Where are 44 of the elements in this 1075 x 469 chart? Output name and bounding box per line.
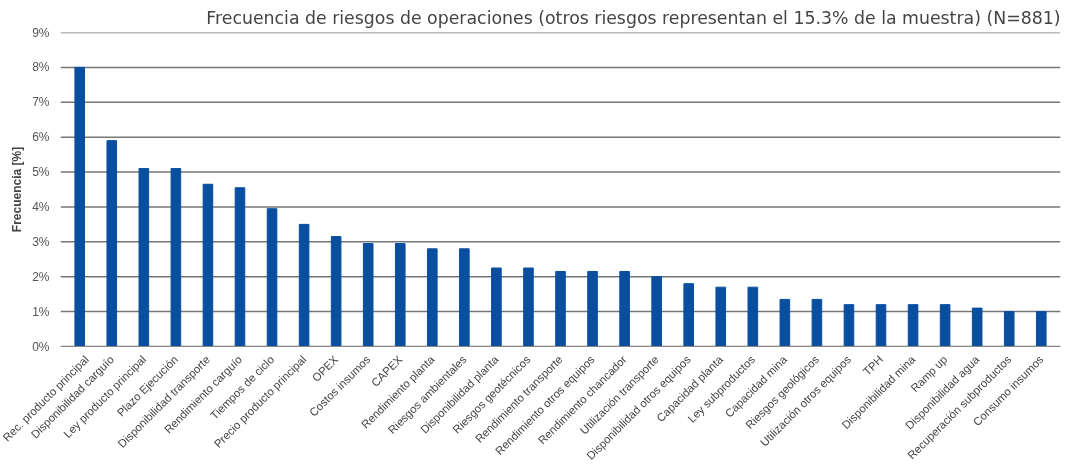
bar	[747, 286, 759, 347]
bar	[362, 243, 374, 347]
bar	[971, 307, 983, 347]
bar	[651, 276, 662, 347]
bar	[426, 248, 438, 347]
bar	[907, 304, 919, 347]
y-tick-label: 4%	[32, 199, 50, 214]
bar	[683, 283, 695, 347]
y-tick-label: 0%	[32, 339, 50, 354]
bar	[394, 243, 406, 347]
bar	[459, 248, 470, 347]
y-tick-label: 3%	[32, 234, 50, 249]
bar	[170, 168, 182, 347]
bar	[875, 304, 887, 347]
bar	[234, 187, 246, 347]
bar	[843, 304, 855, 347]
bar	[1003, 311, 1015, 347]
bar	[202, 183, 214, 347]
y-tick-label: 6%	[32, 130, 50, 145]
x-tick-label: TPH	[860, 353, 886, 378]
bar	[266, 208, 278, 347]
bar	[523, 267, 534, 347]
bar	[491, 267, 502, 347]
bar	[74, 66, 86, 347]
bar	[138, 168, 150, 347]
y-tick-label: 1%	[32, 304, 50, 319]
bar	[619, 270, 630, 347]
bar	[555, 270, 566, 347]
bar	[715, 286, 727, 347]
bar	[1035, 311, 1047, 347]
bar	[587, 270, 598, 347]
bar	[939, 304, 951, 347]
bar	[330, 236, 342, 347]
bar	[779, 298, 791, 347]
y-tick-label: 2%	[32, 269, 50, 284]
y-tick-label: 5%	[32, 165, 50, 180]
y-tick-label: 7%	[32, 95, 50, 110]
bar	[106, 140, 118, 347]
bar	[298, 223, 310, 347]
y-axis-title: Frecuencia [%]	[10, 146, 25, 233]
y-tick-label: 9%	[32, 25, 50, 40]
y-tick-label: 8%	[32, 60, 50, 75]
bar	[811, 298, 823, 347]
chart-title: Frecuencia de riesgos de operaciones (otros riesgos representan el 15.3% de la muestra) (N=881)	[206, 7, 1061, 28]
